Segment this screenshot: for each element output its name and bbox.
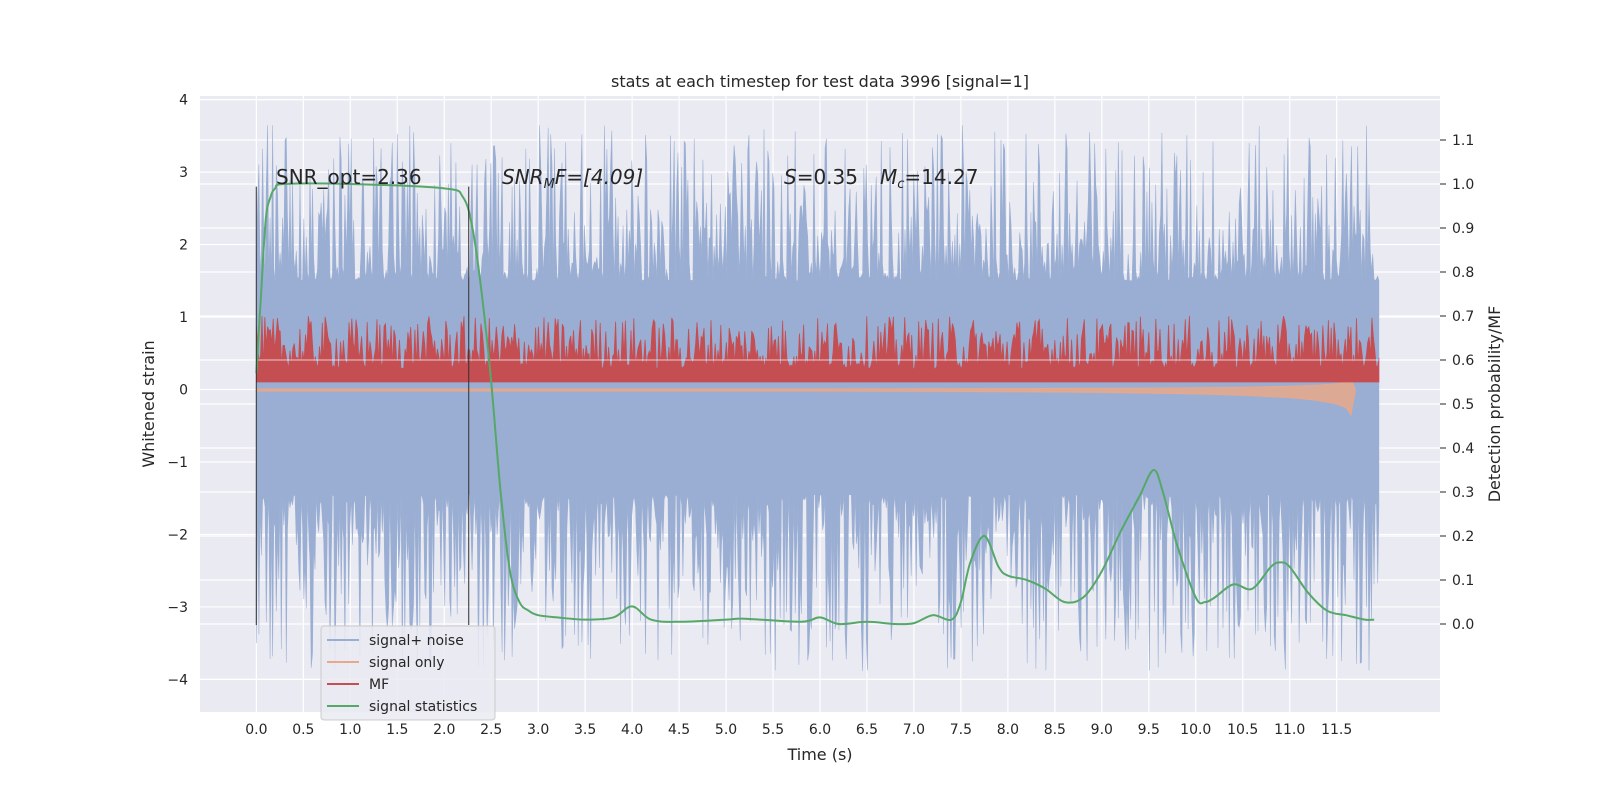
- legend-box: [320, 625, 496, 721]
- x-tick-label: 0.5: [292, 722, 314, 738]
- chart-title: stats at each timestep for test data 399…: [611, 72, 1029, 91]
- y-axis-left-label: Whitened strain: [139, 340, 158, 467]
- y-left-tick-label: 3: [179, 165, 188, 181]
- vertical-markers: [255, 186, 470, 626]
- y-right-tick-label: 0.5: [1452, 397, 1474, 413]
- x-tick-label: 10.5: [1227, 722, 1258, 738]
- x-tick-label: 0.0: [245, 722, 267, 738]
- y-right-tick-label: 1.1: [1452, 133, 1474, 149]
- annotation-snr-mf: SNRMF=[4.09]: [502, 165, 643, 192]
- y-right-tick-label: 1.0: [1452, 177, 1474, 193]
- annotation-mc-sub: c: [897, 177, 904, 192]
- y-right-tick-label: 0.1: [1452, 573, 1474, 589]
- tick-labels: 0.0 0.5 1.0 1.5 2.0 2.5 3.0 3.5 4.0 4.5 5.0 5.5 6.0 6…: [167, 93, 1474, 738]
- y-left-tick-label: 4: [179, 93, 188, 109]
- x-tick-label: 7.5: [950, 722, 972, 738]
- x-tick-label: 10.0: [1180, 722, 1211, 738]
- y-left-tick-label: −1: [167, 455, 188, 471]
- x-tick-label: 11.0: [1274, 722, 1305, 738]
- x-tick-label: 2.0: [433, 722, 455, 738]
- y-left-tick-label: 1: [179, 310, 188, 326]
- x-tick-label: 9.0: [1091, 722, 1113, 738]
- y-left-tick-label: 0: [179, 383, 188, 399]
- legend-label-mf: MF: [369, 677, 389, 693]
- annotation-s-label: S: [784, 165, 797, 189]
- y-axis-right-label: Detection probability/MF: [1485, 306, 1504, 503]
- legend: signal+ noise signal only MF signal stat…: [320, 625, 496, 721]
- y-right-tick-label: 0.4: [1452, 441, 1474, 457]
- mf-series: [255, 315, 1380, 383]
- legend-label-signal-noise: signal+ noise: [369, 633, 464, 649]
- x-tick-label: 4.0: [621, 722, 643, 738]
- x-tick-label: 5.0: [715, 722, 737, 738]
- x-tick-label: 6.0: [809, 722, 831, 738]
- series-layer: [255, 125, 1380, 672]
- annotation-s: S=0.35: [784, 165, 858, 189]
- annotation-snr-mf-rest: F=[4.09]: [555, 165, 643, 189]
- y-right-tick-label: 0.6: [1452, 353, 1474, 369]
- x-tick-label: 11.5: [1321, 722, 1352, 738]
- y-left-tick-label: −2: [167, 527, 188, 543]
- y-right-tick-label: 0.8: [1452, 265, 1474, 281]
- annotation-snr-mf-main: SNR: [502, 165, 544, 189]
- x-tick-label: 2.5: [480, 722, 502, 738]
- x-axis-label: Time (s): [786, 745, 852, 764]
- annotation-mc-label: M: [880, 165, 897, 189]
- y-left-tick-label: −3: [167, 600, 188, 616]
- annotation-s-value: =0.35: [797, 165, 858, 189]
- x-tick-label: 5.5: [762, 722, 784, 738]
- x-tick-label: 8.5: [1044, 722, 1066, 738]
- x-tick-label: 3.5: [574, 722, 596, 738]
- x-tick-label: 1.0: [339, 722, 361, 738]
- y-right-tick-label: 0.3: [1452, 485, 1474, 501]
- annotation-snr-mf-sub: M: [544, 177, 555, 192]
- x-tick-label: 9.5: [1138, 722, 1160, 738]
- signal-only-series: [255, 378, 1357, 417]
- annotation-snr-opt: SNR_opt=2.36: [276, 165, 422, 189]
- x-tick-label: 3.0: [527, 722, 549, 738]
- signal-statistics-series: [255, 182, 1375, 626]
- y-right-tick-label: 0.7: [1452, 309, 1474, 325]
- x-tick-label: 7.0: [903, 722, 925, 738]
- y-left-tick-label: −4: [167, 672, 188, 688]
- x-tick-label: 6.5: [856, 722, 878, 738]
- legend-label-signal-only: signal only: [369, 655, 444, 671]
- annotation-mc: Mc=14.27: [880, 165, 978, 192]
- x-tick-label: 4.5: [668, 722, 690, 738]
- y-left-tick-label: 2: [179, 238, 188, 254]
- x-tick-label: 8.0: [997, 722, 1019, 738]
- legend-label-signal-statistics: signal statistics: [369, 699, 477, 715]
- y-right-tick-label: 0.9: [1452, 221, 1474, 237]
- x-tick-label: 1.5: [386, 722, 408, 738]
- y-right-tick-label: 0.2: [1452, 529, 1474, 545]
- y-right-tick-label: 0.0: [1452, 617, 1474, 633]
- annotation-mc-value: =14.27: [904, 165, 978, 189]
